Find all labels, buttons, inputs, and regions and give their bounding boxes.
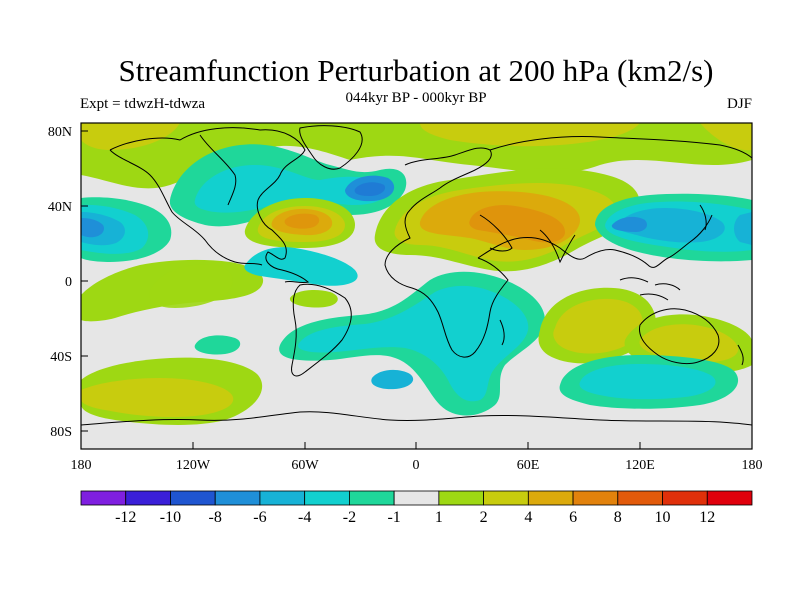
x-tick-label: 120E bbox=[625, 458, 655, 473]
x-tick-label: 60W bbox=[291, 458, 319, 473]
colorbar-swatch bbox=[572, 490, 619, 506]
x-tick-label: 60E bbox=[517, 458, 540, 473]
y-tick-label: 80S bbox=[50, 425, 72, 440]
contour-north-america-negative bbox=[169, 144, 407, 227]
colorbar-level-label: 12 bbox=[699, 509, 715, 526]
colorbar-swatch bbox=[170, 490, 216, 506]
x-tick-label: 180 bbox=[71, 458, 92, 473]
contour-south-pacific-positive bbox=[81, 264, 263, 425]
colorbar-swatch bbox=[214, 490, 261, 506]
colorbar-level-label: -8 bbox=[209, 509, 222, 526]
colorbar-level-label: 1 bbox=[435, 509, 443, 526]
colorbar-swatch bbox=[80, 490, 127, 506]
colorbar-level-label: -12 bbox=[115, 509, 136, 526]
contour-north-pacific-negative-east bbox=[595, 193, 752, 262]
colorbar-swatch bbox=[125, 490, 171, 506]
map-panel bbox=[81, 123, 752, 449]
colorbar-level-label: -2 bbox=[343, 509, 356, 526]
y-tick-label: 40N bbox=[48, 200, 72, 215]
colorbar-level-label: 10 bbox=[655, 509, 671, 526]
coastlines bbox=[81, 125, 752, 426]
colorbar: -12 -10 -8 -6 -4 -2 -1 1 2 4 6 8 10 12 bbox=[80, 490, 753, 526]
y-tick-label: 40S bbox=[50, 350, 72, 365]
period-label: 044kyr BP - 000kyr BP bbox=[345, 90, 486, 106]
colorbar-swatch bbox=[259, 490, 306, 506]
colorbar-swatch bbox=[348, 490, 395, 506]
colorbar-swatch bbox=[438, 490, 485, 506]
season-label: DJF bbox=[727, 96, 752, 112]
x-tick-label: 0 bbox=[413, 458, 420, 473]
experiment-label: Expt = tdwzH-tdwza bbox=[80, 96, 205, 112]
contour-south-atlantic-negative bbox=[279, 271, 545, 416]
colorbar-swatch bbox=[304, 490, 350, 506]
x-tick-label: 120W bbox=[176, 458, 211, 473]
contour-southern-ocean-negative bbox=[559, 355, 739, 409]
contour-north-pacific-negative-west bbox=[81, 197, 172, 262]
axis-ticks bbox=[80, 130, 753, 449]
contour-eurasia-positive bbox=[374, 168, 640, 272]
colorbar-swatch bbox=[706, 490, 753, 506]
colorbar-swatch bbox=[483, 490, 529, 506]
colorbar-level-label: -6 bbox=[253, 509, 266, 526]
contour-arctic-band bbox=[81, 123, 752, 189]
x-tick-label: 180 bbox=[742, 458, 763, 473]
colorbar-level-label: 6 bbox=[569, 509, 577, 526]
colorbar-level-label: 2 bbox=[480, 509, 488, 526]
y-tick-label: 0 bbox=[65, 275, 72, 290]
chart-title: Streamfunction Perturbation at 200 hPa (… bbox=[119, 53, 714, 88]
colorbar-level-label: -4 bbox=[298, 509, 311, 526]
colorbar-level-label: -10 bbox=[160, 509, 181, 526]
colorbar-level-label: 8 bbox=[614, 509, 622, 526]
colorbar-level-label: -1 bbox=[387, 509, 400, 526]
colorbar-level-label: 4 bbox=[524, 509, 532, 526]
contour-west-atlantic-positive bbox=[244, 198, 355, 248]
colorbar-swatch bbox=[527, 490, 574, 506]
y-tick-label: 80N bbox=[48, 125, 72, 140]
colorbar-swatch bbox=[617, 490, 663, 506]
colorbar-swatch bbox=[662, 490, 708, 506]
colorbar-swatch bbox=[393, 490, 440, 506]
